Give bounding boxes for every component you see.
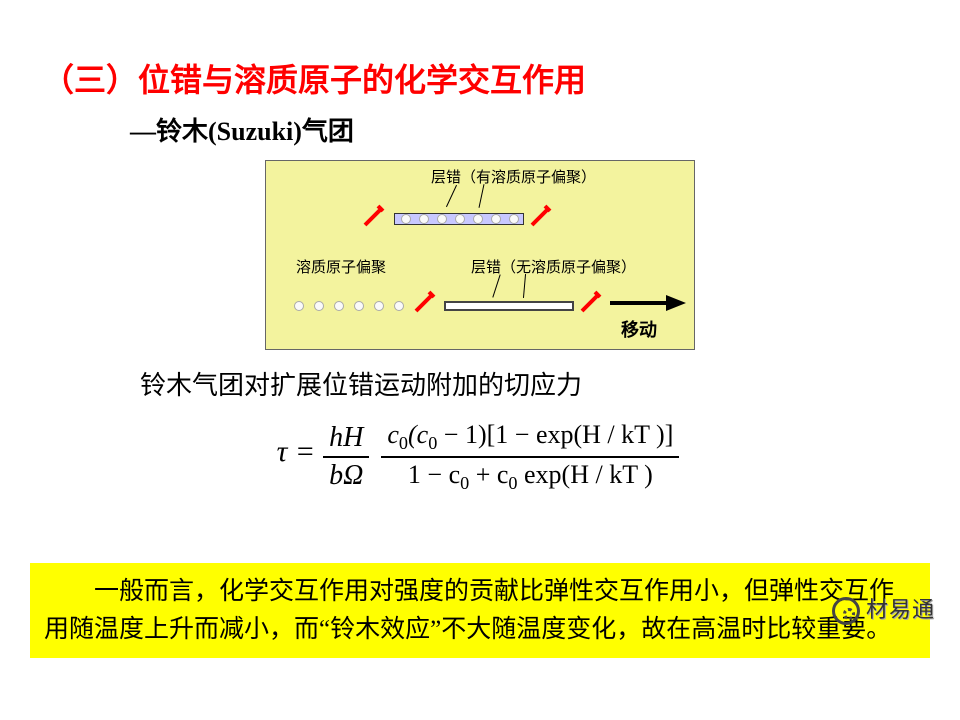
label-solute-cluster: 溶质原子偏聚 (296, 256, 386, 277)
label-move: 移动 (621, 316, 657, 342)
suzuki-diagram: 层错（有溶质原子偏聚） 溶质原子偏聚 层错（无溶质原子偏聚） 移动 (265, 160, 695, 350)
stacking-fault-solute (394, 213, 524, 225)
dislocation-symbol (528, 203, 554, 229)
diagram-caption: 铃木气团对扩展位错运动附加的切应力 (0, 350, 960, 402)
motion-arrow (608, 291, 688, 315)
stacking-fault-empty (444, 301, 574, 311)
watermark: 材易通 (832, 592, 935, 625)
shear-stress-formula: τ = hH bΩ c0(c0 − 1)[1 − exp(H / kT )] 1… (0, 420, 960, 494)
dislocation-symbol (578, 289, 604, 315)
section-title: （三）位错与溶质原子的化学交互作用 (0, 0, 960, 101)
highlight-note: 一般而言，化学交互作用对强度的贡献比弹性交互作用小，但弹性交互作用随温度上升而减… (30, 563, 930, 658)
subtitle: —铃木(Suzuki)气团 (0, 101, 960, 148)
wechat-icon (832, 597, 860, 625)
label-fault-no-solute: 层错（无溶质原子偏聚） (471, 256, 636, 277)
highlight-text: 一般而言，化学交互作用对强度的贡献比弹性交互作用小，但弹性交互作用随温度上升而减… (44, 578, 894, 643)
dislocation-symbol (412, 289, 438, 315)
dislocation-symbol (361, 203, 387, 229)
formula-lhs: τ = (277, 435, 316, 468)
